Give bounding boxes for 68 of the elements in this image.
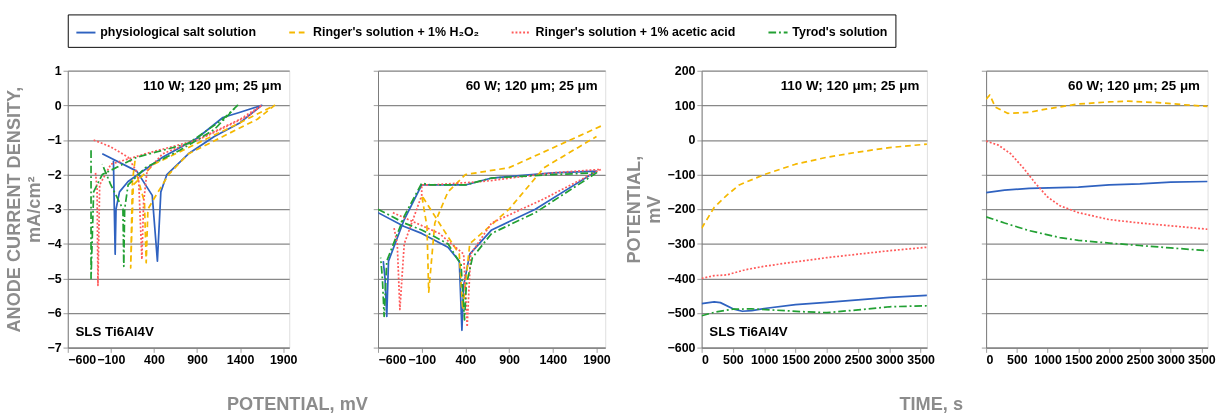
y-tick-label: −1 <box>47 133 62 148</box>
x-tick-label: 500 <box>723 353 744 368</box>
x-axis-title: TIME, s <box>899 394 963 415</box>
line-series <box>701 143 927 230</box>
x-tick-label: 3000 <box>876 353 904 368</box>
x-tick-label: 2000 <box>813 353 842 368</box>
annotation: SLS Ti6Al4V <box>709 324 788 340</box>
x-tick-label: 1500 <box>782 353 810 368</box>
y-axis-title: ANODE CURRENT DENSITY, mA/cm² <box>3 86 44 333</box>
x-tick-label: −600 <box>378 353 407 368</box>
x-tick-label: 400 <box>144 353 165 368</box>
x-tick-label: 3500 <box>1188 353 1216 368</box>
y-tick-label: −7 <box>47 340 62 355</box>
legend-label: Tyrod's solution <box>792 25 888 40</box>
x-tick-label: −100 <box>97 353 126 368</box>
line-series <box>701 304 927 317</box>
x-axis-title: POTENTIAL, mV <box>226 394 368 415</box>
x-tick-label: 1900 <box>269 353 298 368</box>
y-tick-label: −2 <box>47 167 62 182</box>
y-tick-label: 1 <box>54 64 62 79</box>
annotation: 60 W; 120 μm; 25 μm <box>1068 77 1201 93</box>
legend-label: physiological salt solution <box>100 25 257 40</box>
y-tick-label: −5 <box>47 271 62 286</box>
x-tick-label: 0 <box>986 353 994 368</box>
x-tick-label: 500 <box>1007 353 1028 368</box>
y-tick-label: −600 <box>667 340 696 355</box>
legend-label: Ringer's solution + 1% H₂O₂ <box>313 25 480 40</box>
y-tick-label: 100 <box>674 98 696 113</box>
x-tick-label: 0 <box>702 353 710 368</box>
x-tick-label: 2500 <box>1126 353 1155 368</box>
x-tick-label: 1400 <box>539 353 568 368</box>
y-tick-label: −400 <box>667 271 696 286</box>
y-tick-label: −200 <box>667 202 696 217</box>
x-tick-label: 2500 <box>844 353 873 368</box>
annotation: 110 W; 120 μm; 25 μm <box>142 77 282 93</box>
line-series <box>701 294 927 313</box>
annotation: SLS Ti6Al4V <box>75 324 154 340</box>
y-tick-label: 200 <box>674 64 696 79</box>
x-tick-label: 1000 <box>750 353 779 368</box>
y-tick-label: −3 <box>47 202 62 217</box>
line-series <box>92 104 263 287</box>
y-tick-label: −6 <box>47 306 62 321</box>
line-series <box>129 104 276 269</box>
x-tick-label: 3000 <box>1157 353 1186 368</box>
legend-label: Ringer's solution + 1% acetic acid <box>535 25 736 40</box>
line-series <box>90 104 239 280</box>
y-tick-label: −300 <box>667 237 696 252</box>
x-tick-label: 900 <box>187 353 208 368</box>
x-tick-label: 1000 <box>1034 353 1063 368</box>
y-tick-label: −4 <box>47 237 62 252</box>
line-series <box>101 104 263 262</box>
x-tick-label: 1400 <box>226 353 255 368</box>
annotation: 60 W; 120 μm; 25 μm <box>465 77 598 93</box>
x-tick-label: 1500 <box>1065 353 1093 368</box>
x-tick-label: −100 <box>408 353 437 368</box>
x-tick-label: 400 <box>455 353 477 368</box>
y-tick-label: 0 <box>688 133 696 148</box>
x-tick-label: 900 <box>499 353 521 368</box>
y-tick-label: −100 <box>667 167 696 182</box>
y-axis-title: POTENTIAL, mV <box>623 155 664 264</box>
y-tick-label: 0 <box>54 98 62 113</box>
annotation: 110 W; 120 μm; 25 μm <box>780 77 920 93</box>
line-series <box>701 246 927 280</box>
x-tick-label: 1900 <box>583 353 611 368</box>
x-tick-label: 2000 <box>1095 353 1124 368</box>
x-tick-label: −600 <box>68 353 97 368</box>
x-tick-label: 3500 <box>907 353 936 368</box>
y-tick-label: −500 <box>667 306 696 321</box>
